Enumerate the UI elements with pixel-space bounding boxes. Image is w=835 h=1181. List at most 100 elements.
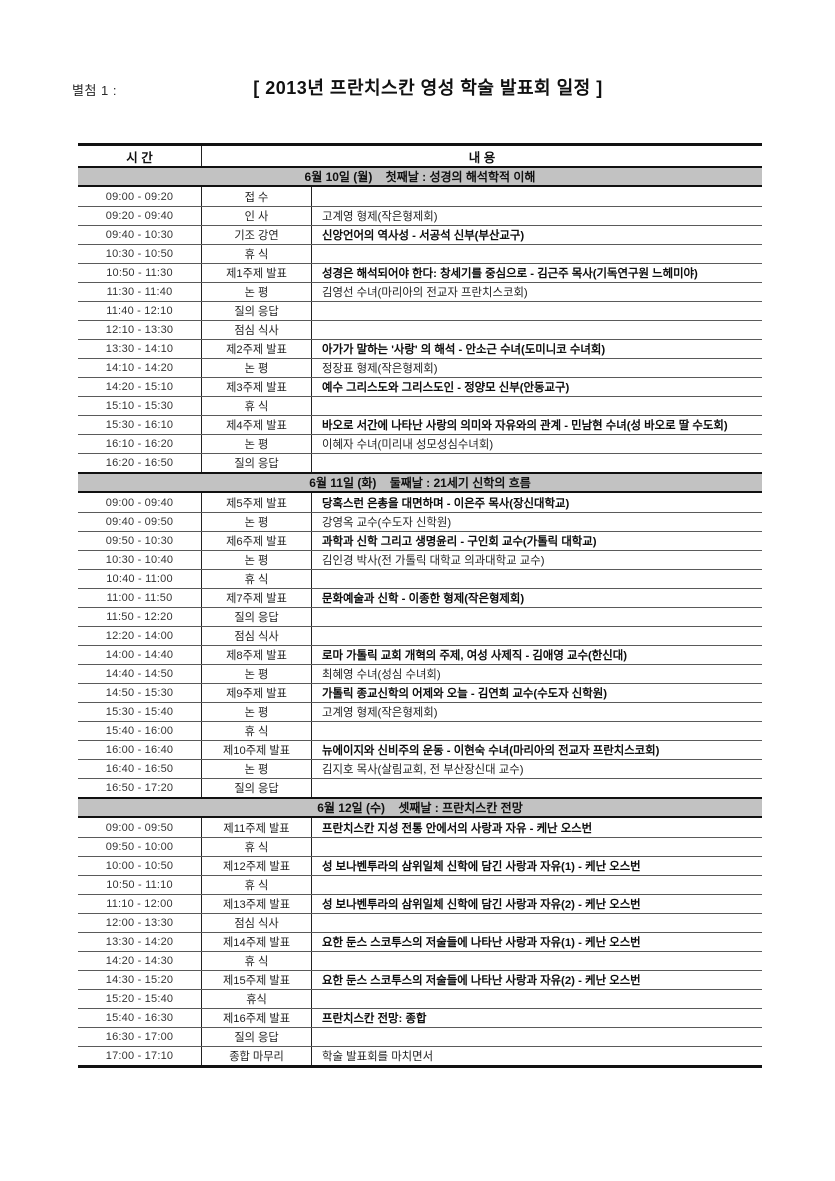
content-cell — [312, 952, 762, 970]
category-cell: 기조 강연 — [202, 226, 312, 244]
content-cell: 아가가 말하는 '사랑' 의 해석 - 안소근 수녀(도미니코 수녀회) — [322, 344, 606, 356]
table-row: 11:10 - 12:00 제13주제 발표 성 보나벤투라의 삼위일체 신학에 담… — [78, 894, 762, 913]
time-cell: 09:50 - 10:30 — [78, 532, 202, 550]
table-row: 11:50 - 12:20 질의 응답 — [78, 607, 762, 626]
category-cell: 점심 식사 — [202, 627, 312, 645]
category-cell: 논 평 — [202, 703, 312, 721]
time-cell: 13:30 - 14:10 — [78, 340, 202, 358]
time-cell: 15:10 - 15:30 — [78, 397, 202, 415]
category-cell: 휴 식 — [202, 876, 312, 894]
content-cell: 요한 둔스 스코투스의 저술들에 나타난 사랑과 자유(1) - 케난 오스번 — [322, 937, 641, 949]
content-cell: 예수 그리스도와 그리스도인 - 정양모 신부(안동교구) — [322, 382, 570, 394]
content-cell — [312, 627, 762, 645]
content-cell: 이혜자 수녀(미리내 성모성심수녀회) — [322, 439, 494, 451]
content-cell — [312, 321, 762, 339]
time-cell: 14:10 - 14:20 — [78, 359, 202, 377]
content-cell — [312, 990, 762, 1008]
category-cell: 제10주제 발표 — [202, 741, 312, 759]
time-cell: 15:30 - 15:40 — [78, 703, 202, 721]
time-cell: 17:00 - 17:10 — [78, 1047, 202, 1065]
table-row: 13:30 - 14:10 제2주제 발표 아가가 말하는 '사랑' 의 해석 - … — [78, 339, 762, 358]
table-row: 09:00 - 09:50 제11주제 발표 프란치스칸 지성 전통 안에서의 사랑… — [78, 818, 762, 837]
time-cell: 09:40 - 10:30 — [78, 226, 202, 244]
category-cell: 제12주제 발표 — [202, 857, 312, 875]
category-cell: 제3주제 발표 — [202, 378, 312, 396]
time-cell: 10:50 - 11:30 — [78, 264, 202, 282]
content-cell — [312, 914, 762, 932]
category-cell: 접 수 — [202, 187, 312, 206]
section-header: 6월 10일 (월) 첫째날 : 성경의 해석학적 이해 — [78, 166, 762, 187]
category-cell: 제11주제 발표 — [202, 818, 312, 837]
section-header: 6월 11일 (화) 둘째날 : 21세기 신학의 흐름 — [78, 472, 762, 493]
content-cell — [312, 608, 762, 626]
time-cell: 10:40 - 11:00 — [78, 570, 202, 588]
category-cell: 질의 응답 — [202, 1028, 312, 1046]
table-row: 09:00 - 09:20 접 수 — [78, 187, 762, 206]
time-cell: 10:50 - 11:10 — [78, 876, 202, 894]
time-cell: 16:10 - 16:20 — [78, 435, 202, 453]
category-cell: 제14주제 발표 — [202, 933, 312, 951]
category-cell: 질의 응답 — [202, 608, 312, 626]
content-cell — [312, 454, 762, 472]
content-cell: 바오로 서간에 나타난 사랑의 의미와 자유와의 관계 - 민남현 수녀(성 바… — [322, 420, 728, 432]
table-row: 12:00 - 13:30 점심 식사 — [78, 913, 762, 932]
table-row: 15:20 - 15:40 휴식 — [78, 989, 762, 1008]
content-cell: 김인경 박사(전 가톨릭 대학교 의과대학교 교수) — [322, 555, 545, 567]
category-cell: 제5주제 발표 — [202, 493, 312, 512]
category-cell: 제1주제 발표 — [202, 264, 312, 282]
table-row: 09:20 - 09:40 인 사 고계영 형제(작은형제회) — [78, 206, 762, 225]
table-row: 09:50 - 10:00 휴 식 — [78, 837, 762, 856]
category-cell: 제16주제 발표 — [202, 1009, 312, 1027]
content-cell — [312, 876, 762, 894]
content-cell: 신앙언어의 역사성 - 서공석 신부(부산교구) — [322, 230, 525, 242]
time-cell: 12:20 - 14:00 — [78, 627, 202, 645]
category-cell: 논 평 — [202, 760, 312, 778]
table-row: 09:50 - 10:30 제6주제 발표 과학과 신학 그리고 생명윤리 - 구인… — [78, 531, 762, 550]
table-row: 14:00 - 14:40 제8주제 발표 로마 가톨릭 교회 개혁의 주제, 여성… — [78, 645, 762, 664]
time-cell: 16:30 - 17:00 — [78, 1028, 202, 1046]
section-header: 6월 12일 (수) 셋째날 : 프란치스칸 전망 — [78, 797, 762, 818]
table-row: 14:30 - 15:20 제15주제 발표 요한 둔스 스코투스의 저술들에 나타… — [78, 970, 762, 989]
time-cell: 09:00 - 09:20 — [78, 187, 202, 206]
category-cell: 휴 식 — [202, 570, 312, 588]
time-cell: 13:30 - 14:20 — [78, 933, 202, 951]
category-cell: 질의 응답 — [202, 302, 312, 320]
category-cell: 제8주제 발표 — [202, 646, 312, 664]
content-cell: 당혹스런 은총을 대면하며 - 이은주 목사(장신대학교) — [322, 497, 570, 510]
table-row: 15:40 - 16:00 휴 식 — [78, 721, 762, 740]
time-cell: 16:40 - 16:50 — [78, 760, 202, 778]
content-cell — [312, 1028, 762, 1046]
table-row: 09:40 - 09:50 논 평 강영옥 교수(수도자 신학원) — [78, 512, 762, 531]
time-cell: 11:30 - 11:40 — [78, 283, 202, 301]
table-row: 15:10 - 15:30 휴 식 — [78, 396, 762, 415]
category-cell: 질의 응답 — [202, 454, 312, 472]
table-row: 16:00 - 16:40 제10주제 발표 뉴에이지와 신비주의 운동 - 이현숙… — [78, 740, 762, 759]
table-row: 15:30 - 16:10 제4주제 발표 바오로 서간에 나타난 사랑의 의미와 … — [78, 415, 762, 434]
time-cell: 09:40 - 09:50 — [78, 513, 202, 531]
time-cell: 15:40 - 16:00 — [78, 722, 202, 740]
time-cell: 11:50 - 12:20 — [78, 608, 202, 626]
category-cell: 질의 응답 — [202, 779, 312, 797]
content-cell: 김지호 목사(살림교회, 전 부산장신대 교수) — [322, 764, 524, 776]
category-cell: 휴 식 — [202, 245, 312, 263]
content-cell: 프란치스칸 전망: 종합 — [322, 1013, 427, 1025]
category-cell: 논 평 — [202, 551, 312, 569]
content-cell — [312, 302, 762, 320]
time-column-header: 시 간 — [78, 146, 202, 166]
category-cell: 논 평 — [202, 513, 312, 531]
content-cell — [312, 779, 762, 797]
content-cell — [312, 245, 762, 263]
category-cell: 논 평 — [202, 665, 312, 683]
time-cell: 14:20 - 14:30 — [78, 952, 202, 970]
table-row: 15:40 - 16:30 제16주제 발표 프란치스칸 전망: 종합 — [78, 1008, 762, 1027]
table-row: 10:30 - 10:50 휴 식 — [78, 244, 762, 263]
category-cell: 휴 식 — [202, 397, 312, 415]
table-row: 14:40 - 14:50 논 평 최혜영 수녀(성심 수녀회) — [78, 664, 762, 683]
content-cell: 강영옥 교수(수도자 신학원) — [322, 517, 452, 529]
time-cell: 16:00 - 16:40 — [78, 741, 202, 759]
time-cell: 10:00 - 10:50 — [78, 857, 202, 875]
category-cell: 점심 식사 — [202, 321, 312, 339]
content-cell: 요한 둔스 스코투스의 저술들에 나타난 사랑과 자유(2) - 케난 오스번 — [322, 975, 641, 987]
page-title: [ 2013년 프란치스칸 영성 학술 발표회 일정 ] — [253, 78, 603, 98]
